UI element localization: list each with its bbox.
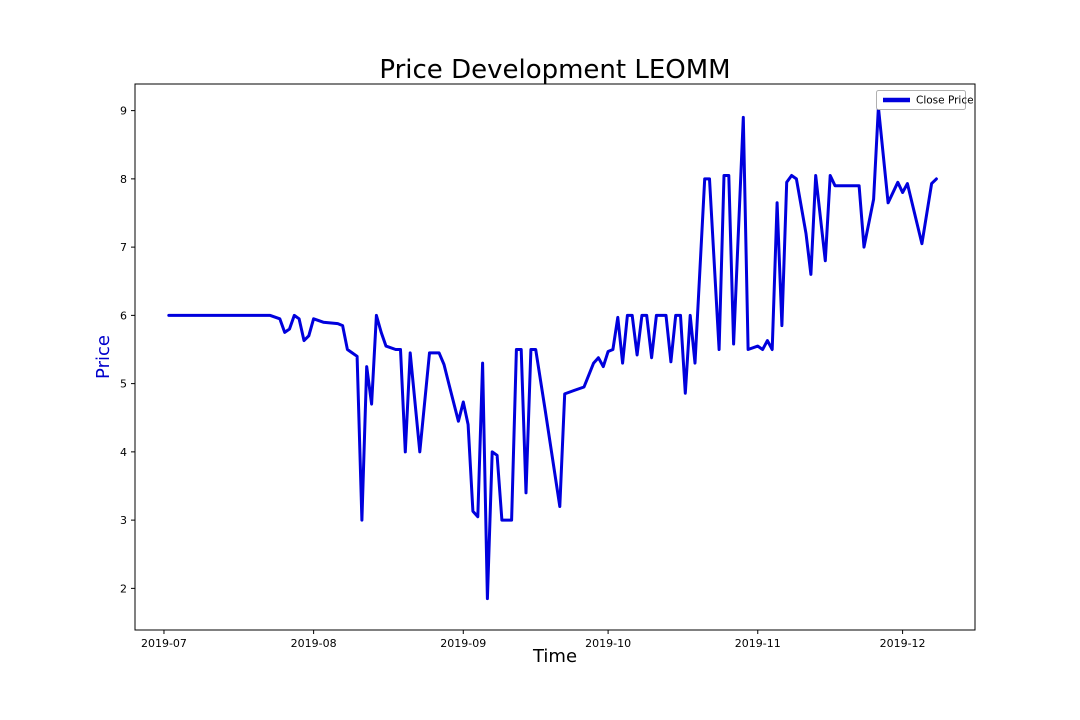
y-tick-label: 2: [120, 582, 127, 595]
x-tick-label: 2019-09: [440, 637, 486, 650]
x-tick-label: 2019-08: [291, 637, 337, 650]
x-axis-ticks: 2019-07 2019-08 2019-09 2019-10 2019-11 2019-…: [141, 630, 926, 650]
x-tick-label: 2019-10: [585, 637, 631, 650]
chart-title: Price Development LEOMM: [379, 55, 730, 85]
y-tick-label: 4: [120, 446, 127, 459]
y-tick-label: 8: [120, 173, 127, 186]
y-tick-label: 5: [120, 378, 127, 391]
y-axis-ticks: 2 3 4 5 6 7 8 9: [120, 105, 135, 595]
x-axis-label: Time: [532, 646, 577, 667]
y-tick-label: 9: [120, 105, 127, 118]
legend-box: [876, 90, 966, 110]
x-tick-label: 2019-07: [141, 637, 187, 650]
y-tick-label: 3: [120, 514, 127, 527]
plot-border: [134, 83, 976, 631]
y-axis-label: Price: [93, 335, 114, 379]
legend: Close Price: [876, 90, 974, 110]
legend-label: Close Price: [916, 95, 974, 107]
y-tick-label: 6: [120, 309, 127, 322]
close-price-line: [167, 105, 938, 601]
x-tick-label: 2019-12: [880, 637, 926, 650]
y-tick-label: 7: [120, 241, 127, 254]
x-tick-label: 2019-11: [735, 637, 781, 650]
